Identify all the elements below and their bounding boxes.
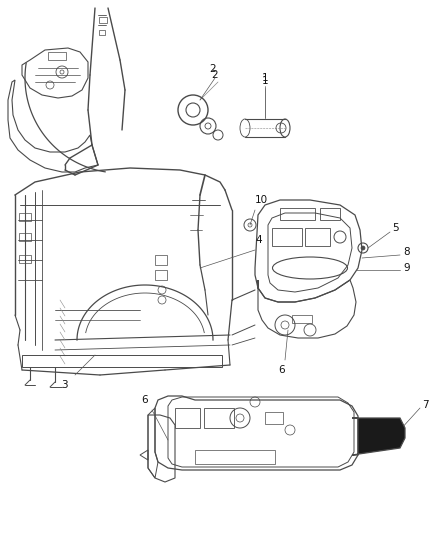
Text: 6: 6	[279, 365, 285, 375]
Bar	[320, 208, 340, 220]
Bar	[19, 213, 31, 221]
Circle shape	[361, 246, 365, 250]
Text: 5: 5	[392, 223, 399, 233]
Bar	[155, 270, 167, 280]
Bar	[280, 208, 315, 220]
Bar	[292, 315, 312, 323]
Polygon shape	[352, 418, 405, 455]
Bar	[265, 412, 283, 424]
Bar	[99, 30, 105, 35]
Bar	[22, 355, 222, 367]
Bar	[195, 450, 275, 464]
Text: 6: 6	[141, 395, 148, 405]
Bar	[175, 408, 200, 428]
Bar	[19, 233, 31, 241]
Text: 1: 1	[261, 73, 268, 83]
Text: 2: 2	[210, 64, 216, 74]
Text: 9: 9	[403, 263, 410, 273]
Bar	[99, 17, 107, 23]
Text: 2: 2	[212, 70, 218, 80]
Bar	[19, 255, 31, 263]
Text: 7: 7	[422, 400, 429, 410]
Text: 1: 1	[261, 76, 268, 86]
Bar	[204, 408, 234, 428]
Bar	[48, 52, 66, 60]
Text: 3: 3	[61, 380, 68, 390]
Bar	[272, 228, 302, 246]
Text: 4: 4	[255, 235, 261, 245]
Bar	[305, 228, 330, 246]
Text: 10: 10	[255, 195, 268, 205]
Text: 8: 8	[403, 247, 410, 257]
Bar	[155, 255, 167, 265]
